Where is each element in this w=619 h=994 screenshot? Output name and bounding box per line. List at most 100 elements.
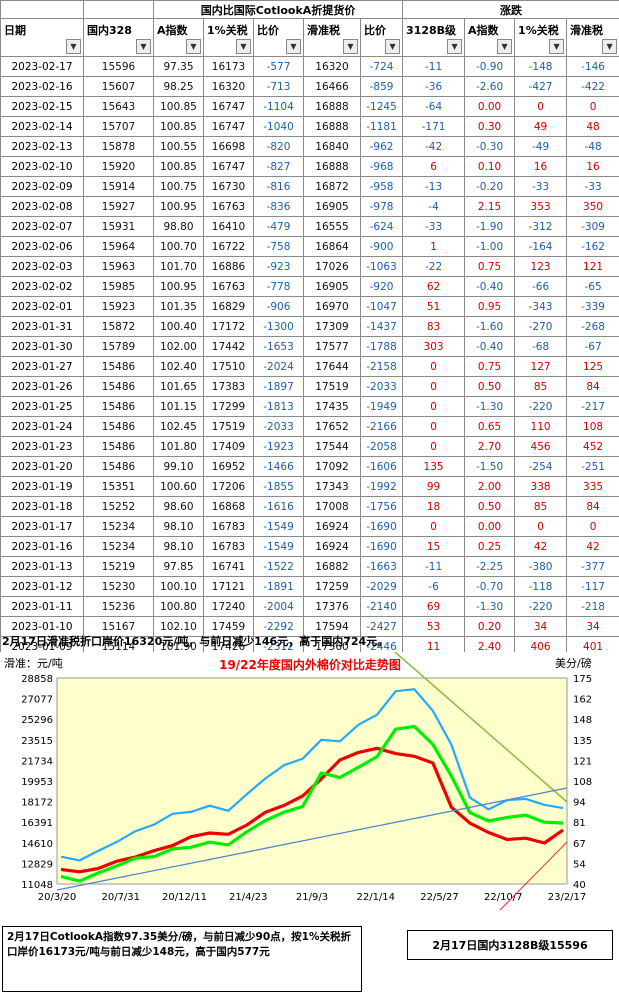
table-cell[interactable]: 15964 [83, 236, 154, 257]
table-cell[interactable]: -218 [566, 596, 619, 617]
table-cell[interactable]: 2023-02-10 [0, 156, 84, 177]
table-cell[interactable]: 17519 [203, 416, 254, 437]
table-cell[interactable]: 16905 [303, 196, 361, 217]
table-cell[interactable]: -118 [514, 576, 568, 597]
table-cell[interactable]: -343 [514, 296, 568, 317]
table-cell[interactable]: -1522 [253, 556, 304, 577]
table-cell[interactable]: -2158 [359, 356, 404, 377]
filter-dropdown-icon[interactable]: ▼ [136, 39, 151, 54]
table-cell[interactable]: -1616 [253, 496, 304, 517]
table-cell[interactable]: 2.15 [464, 196, 516, 217]
table-cell[interactable]: 2023-02-16 [0, 76, 84, 97]
table-cell[interactable]: 17510 [203, 356, 254, 377]
table-cell[interactable]: 15707 [83, 116, 154, 137]
table-cell[interactable]: -624 [359, 216, 404, 237]
table-cell[interactable]: -0.90 [464, 56, 516, 77]
table-cell[interactable]: 0 [566, 96, 619, 117]
table-cell[interactable]: -0.40 [464, 336, 516, 357]
table-cell[interactable]: -377 [566, 556, 619, 577]
table-cell[interactable]: 16320 [203, 76, 254, 97]
table-cell[interactable]: 17435 [303, 396, 361, 417]
table-cell[interactable]: -1891 [253, 576, 304, 597]
table-cell[interactable]: 17577 [303, 336, 361, 357]
table-cell[interactable]: -758 [253, 236, 304, 257]
table-cell[interactable]: -2033 [359, 376, 404, 397]
table-cell[interactable]: 16783 [203, 516, 254, 537]
table-cell[interactable]: 16 [566, 156, 619, 177]
table-cell[interactable]: 0.65 [464, 416, 516, 437]
table-cell[interactable]: 97.35 [153, 56, 204, 77]
table-cell[interactable]: 16747 [203, 116, 254, 137]
table-cell[interactable]: 15878 [83, 136, 154, 157]
table-cell[interactable]: 121 [566, 256, 619, 277]
table-cell[interactable]: -2.60 [464, 76, 516, 97]
table-cell[interactable]: -1855 [253, 476, 304, 497]
table-cell[interactable]: 18 [402, 496, 466, 517]
table-cell[interactable]: 110 [514, 416, 568, 437]
table-cell[interactable]: -146 [566, 56, 619, 77]
table-cell[interactable]: 2.40 [464, 636, 516, 657]
table-cell[interactable]: -33 [402, 216, 466, 237]
table-cell[interactable]: 2023-02-08 [0, 196, 84, 217]
table-cell[interactable]: 100.80 [153, 596, 204, 617]
table-cell[interactable]: -312 [514, 216, 568, 237]
filter-dropdown-icon[interactable]: ▼ [66, 39, 81, 54]
table-cell[interactable]: -2166 [359, 416, 404, 437]
table-cell[interactable]: -117 [566, 576, 619, 597]
table-cell[interactable]: 6 [402, 156, 466, 177]
table-cell[interactable]: 2023-01-31 [0, 316, 84, 337]
table-cell[interactable]: 0.00 [464, 516, 516, 537]
table-cell[interactable]: 101.65 [153, 376, 204, 397]
table-cell[interactable]: 15486 [83, 416, 154, 437]
table-cell[interactable]: 85 [514, 496, 568, 517]
table-cell[interactable]: 17008 [303, 496, 361, 517]
table-cell[interactable]: 2023-02-06 [0, 236, 84, 257]
table-cell[interactable]: 101.15 [153, 396, 204, 417]
table-cell[interactable]: 0.25 [464, 536, 516, 557]
table-cell[interactable]: 108 [566, 416, 619, 437]
table-cell[interactable]: 17544 [303, 436, 361, 457]
table-cell[interactable]: -1923 [253, 436, 304, 457]
table-cell[interactable]: 102.45 [153, 416, 204, 437]
table-cell[interactable]: 15486 [83, 456, 154, 477]
table-cell[interactable]: -1690 [359, 516, 404, 537]
table-cell[interactable]: 17172 [203, 316, 254, 337]
table-cell[interactable]: 0 [402, 356, 466, 377]
table-cell[interactable]: 15920 [83, 156, 154, 177]
filter-dropdown-icon[interactable]: ▼ [447, 39, 463, 54]
table-cell[interactable]: 15230 [83, 576, 154, 597]
table-cell[interactable]: -22 [402, 256, 466, 277]
table-cell[interactable]: -33 [514, 176, 568, 197]
table-cell[interactable]: -1063 [359, 256, 404, 277]
table-cell[interactable]: -1949 [359, 396, 404, 417]
table-cell[interactable]: 51 [402, 296, 466, 317]
table-cell[interactable]: 16173 [203, 56, 254, 77]
table-cell[interactable]: 16722 [203, 236, 254, 257]
table-cell[interactable]: 15963 [83, 256, 154, 277]
table-cell[interactable]: 2023-01-23 [0, 436, 84, 457]
table-cell[interactable]: 17519 [303, 376, 361, 397]
filter-dropdown-icon[interactable]: ▼ [549, 39, 565, 54]
table-cell[interactable]: -11 [402, 56, 466, 77]
table-cell[interactable]: 16747 [203, 156, 254, 177]
table-cell[interactable]: -2.25 [464, 556, 516, 577]
table-cell[interactable]: 85 [514, 376, 568, 397]
table-cell[interactable]: -1181 [359, 116, 404, 137]
table-cell[interactable]: 15351 [83, 476, 154, 497]
table-cell[interactable]: -0.20 [464, 176, 516, 197]
table-cell[interactable]: 17299 [203, 396, 254, 417]
table-cell[interactable]: -816 [253, 176, 304, 197]
filter-dropdown-icon[interactable]: ▼ [186, 39, 201, 54]
table-cell[interactable]: -1.30 [464, 396, 516, 417]
table-cell[interactable]: 16872 [303, 176, 361, 197]
table-cell[interactable]: -2058 [359, 436, 404, 457]
table-cell[interactable]: 100.70 [153, 236, 204, 257]
table-cell[interactable]: 16747 [203, 96, 254, 117]
table-cell[interactable]: 100.40 [153, 316, 204, 337]
table-cell[interactable]: 16829 [203, 296, 254, 317]
table-cell[interactable]: 15114 [83, 636, 154, 657]
table-cell[interactable]: 101.80 [153, 436, 204, 457]
table-cell[interactable]: -0.30 [464, 136, 516, 157]
table-cell[interactable]: 2023-01-27 [0, 356, 84, 377]
table-cell[interactable]: 2023-01-25 [0, 396, 84, 417]
